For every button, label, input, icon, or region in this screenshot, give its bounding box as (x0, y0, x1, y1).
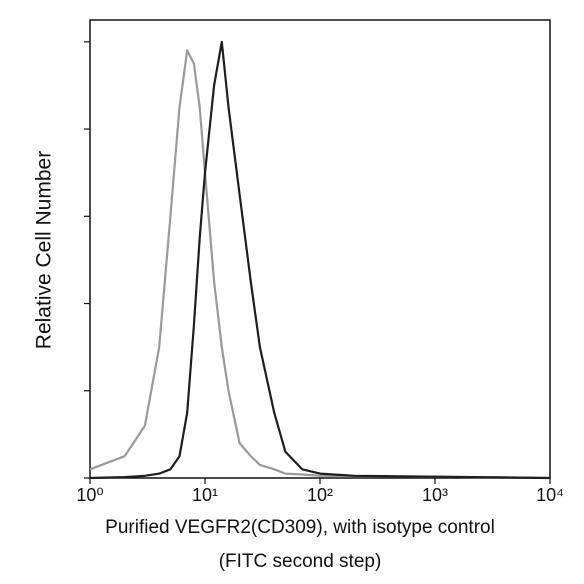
x-axis-label: (FITC second step) (219, 551, 382, 572)
x-tick-label: 10⁰ (76, 485, 103, 505)
x-axis-label: Purified VEGFR2(CD309), with isotype con… (105, 517, 495, 538)
histogram-line (89, 49, 551, 480)
y-axis-label: Relative Cell Number (33, 151, 56, 349)
x-tick-label: 10⁴ (536, 485, 564, 505)
plot-frame (89, 19, 551, 479)
histogram-line (89, 40, 551, 480)
x-tick-label: 10² (307, 485, 333, 505)
x-tick-label: 10¹ (192, 485, 218, 505)
x-tick-label: 10³ (422, 485, 448, 505)
